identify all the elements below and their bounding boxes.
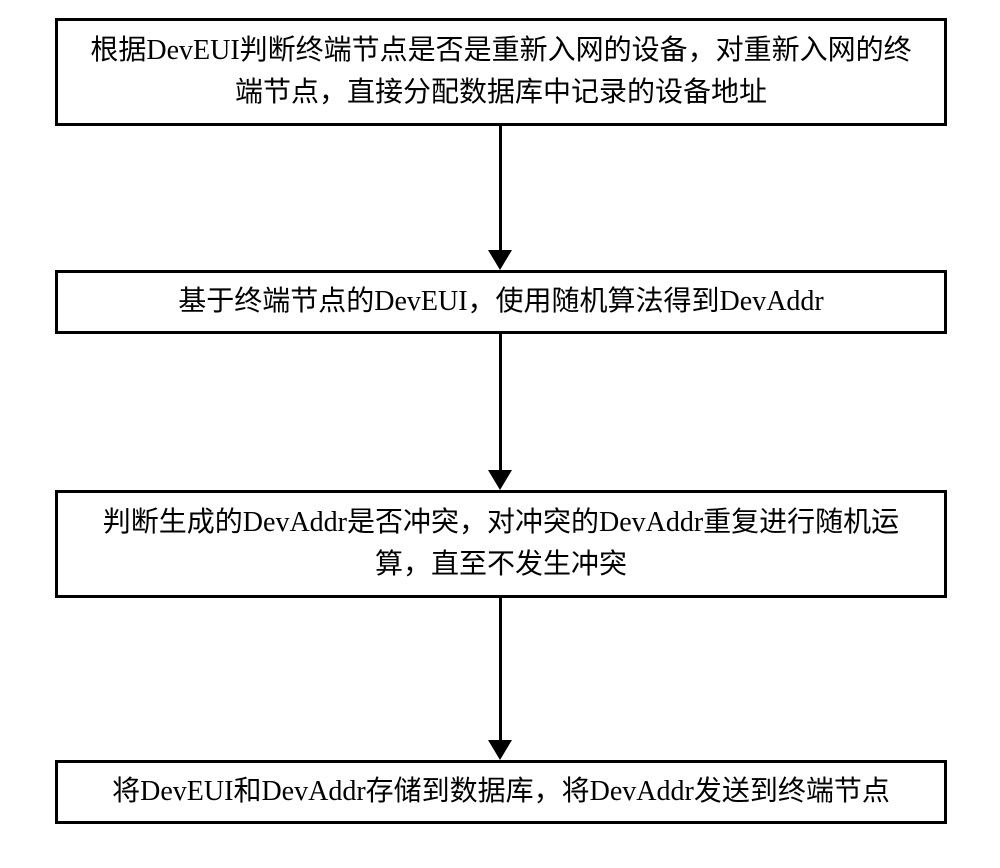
arrow-line-icon [499, 126, 502, 250]
step-2-text: 基于终端节点的DevEUI，使用随机算法得到DevAddr [178, 281, 824, 323]
flowchart-step-1: 根据DevEUI判断终端节点是否是重新入网的设备，对重新入网的终端节点，直接分配… [55, 18, 947, 126]
step-1-text: 根据DevEUI判断终端节点是否是重新入网的设备，对重新入网的终端节点，直接分配… [78, 30, 924, 114]
step-4-text: 将DevEUI和DevAddr存储到数据库，将DevAddr发送到终端节点 [112, 771, 890, 813]
arrow-3 [488, 598, 512, 760]
arrow-line-icon [499, 334, 502, 470]
arrow-line-icon [499, 598, 502, 740]
flowchart-step-4: 将DevEUI和DevAddr存储到数据库，将DevAddr发送到终端节点 [55, 760, 947, 824]
arrow-2 [488, 334, 512, 490]
arrow-head-icon [488, 740, 512, 760]
step-3-text: 判断生成的DevAddr是否冲突，对冲突的DevAddr重复进行随机运算，直至不… [78, 502, 924, 586]
arrow-1 [488, 126, 512, 270]
flowchart-step-3: 判断生成的DevAddr是否冲突，对冲突的DevAddr重复进行随机运算，直至不… [55, 490, 947, 598]
flowchart-step-2: 基于终端节点的DevEUI，使用随机算法得到DevAddr [55, 270, 947, 334]
arrow-head-icon [488, 250, 512, 270]
flowchart-container: 根据DevEUI判断终端节点是否是重新入网的设备，对重新入网的终端节点，直接分配… [0, 0, 1000, 868]
arrow-head-icon [488, 470, 512, 490]
